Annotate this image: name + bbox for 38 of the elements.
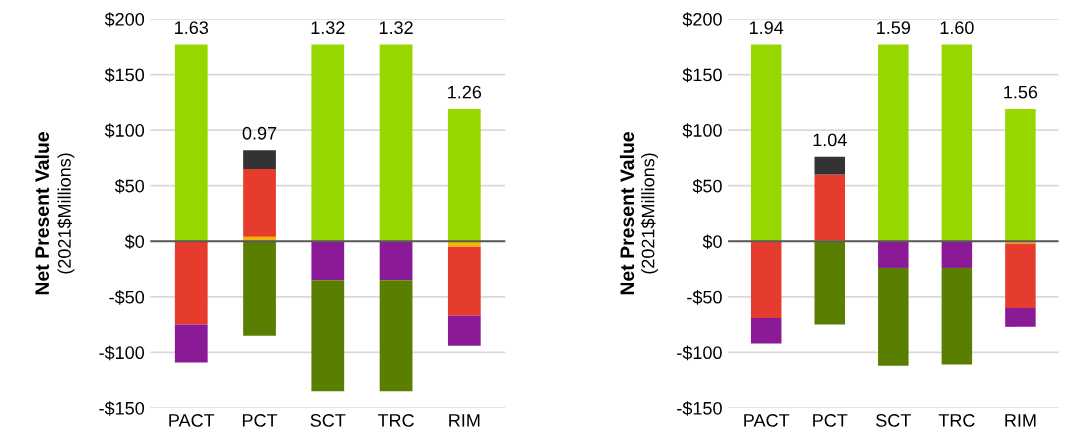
- x-tick-label: RIM: [1005, 414, 1036, 427]
- y-tick-label: -$50: [687, 290, 722, 305]
- y-axis-title: Net Present Value (2021$Millions): [34, 132, 75, 295]
- x-tick-label: SCT: [310, 414, 346, 427]
- y-tick-label: $50: [692, 178, 722, 194]
- y-tick-label: $0: [702, 234, 722, 250]
- x-tick-label: TRC: [377, 414, 414, 427]
- x-tick-label: RIM: [449, 414, 480, 427]
- annotation: 1.60: [940, 21, 974, 35]
- y-tick-label: $100: [104, 123, 145, 138]
- y-tick-label: -$150: [99, 401, 145, 416]
- y-tick-label: -$150: [677, 401, 722, 416]
- annotation: 1.04: [813, 133, 847, 147]
- x-tick-label: PACT: [744, 414, 790, 427]
- annotation: 1.56: [1004, 85, 1038, 99]
- annotation: 1.59: [877, 21, 911, 35]
- annotation: 0.97: [242, 126, 277, 140]
- y-tick-label: $200: [104, 12, 145, 27]
- y-tick-label: $50: [114, 178, 145, 194]
- annotation: 1.94: [750, 21, 784, 35]
- x-tick-label: SCT: [876, 414, 911, 427]
- y-tick-label: $0: [124, 234, 145, 250]
- y-tick-label: $200: [682, 12, 722, 27]
- x-tick-label: PCT: [813, 414, 848, 427]
- annotation: 1.32: [379, 21, 413, 35]
- y-tick-label: -$100: [99, 345, 145, 361]
- y-tick-label: $100: [682, 123, 722, 138]
- y-tick-label: -$100: [677, 345, 722, 361]
- annotation: 1.26: [448, 85, 482, 99]
- annotation: 1.63: [175, 21, 209, 35]
- annotation: 1.32: [311, 21, 345, 35]
- y-axis-title: Net Present Value (2021$Millions): [619, 132, 658, 295]
- y-tick-label: $150: [104, 67, 145, 83]
- x-tick-label: TRC: [938, 414, 975, 427]
- x-tick-label: PCT: [242, 414, 278, 427]
- x-tick-label: PACT: [169, 414, 215, 427]
- y-tick-label: $150: [682, 67, 722, 83]
- y-tick-label: -$50: [109, 290, 145, 305]
